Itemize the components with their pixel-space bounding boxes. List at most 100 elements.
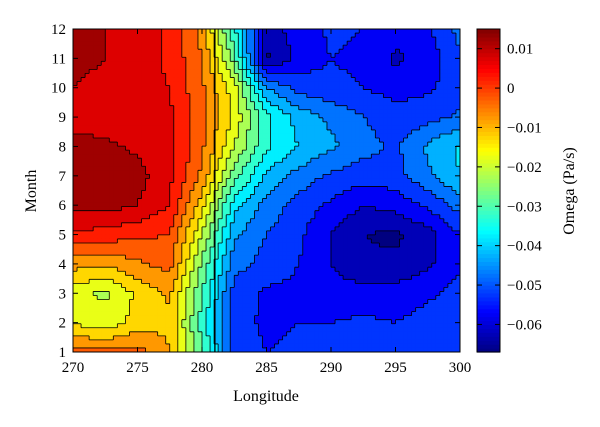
contour-cell (343, 113, 348, 119)
contour-cell (355, 61, 360, 66)
contour-cell (105, 226, 110, 232)
contour-cell (125, 77, 131, 83)
contour-cell (185, 194, 191, 200)
contour-cell (169, 97, 175, 103)
contour-cell (242, 45, 247, 50)
contour-cell (189, 174, 195, 179)
contour-cell (250, 182, 256, 188)
contour-cell (93, 33, 98, 38)
contour-cell (129, 133, 135, 139)
contour-cell (335, 73, 340, 79)
contour-cell (439, 41, 445, 46)
contour-cell (226, 29, 231, 34)
contour-cell (431, 97, 437, 103)
contour-cell (173, 53, 179, 58)
contour-cell (335, 142, 340, 147)
contour-cell (302, 69, 308, 75)
contour-cell (403, 117, 409, 123)
contour-cell (395, 93, 401, 99)
contour-cell (427, 230, 433, 236)
contour-cell (447, 117, 453, 123)
contour-cell (266, 174, 272, 179)
contour-cell (242, 93, 247, 99)
contour-cell (367, 166, 372, 171)
contour-cell (443, 178, 449, 184)
contour-cell (310, 117, 316, 123)
contour-cell (218, 178, 223, 184)
contour-cell (242, 37, 247, 42)
contour-cell (222, 222, 227, 228)
contour-cell (351, 133, 356, 139)
contour-cell (197, 230, 203, 236)
contour-cell (435, 113, 441, 119)
contour-cell (331, 125, 336, 131)
contour-cell (322, 142, 328, 147)
contour-cell (137, 65, 143, 70)
contour-cell (347, 117, 352, 123)
contour-cell (226, 65, 231, 70)
contour-cell (443, 109, 449, 115)
contour-cell (101, 125, 106, 131)
contour-cell (278, 210, 284, 216)
contour-cell (121, 186, 127, 192)
contour-cell (189, 105, 195, 111)
contour-cell (206, 113, 211, 119)
contour-cell (347, 222, 352, 228)
contour-cell (230, 117, 235, 123)
contour-cell (254, 138, 260, 143)
contour-cell (210, 41, 215, 46)
contour-cell (246, 105, 251, 111)
contour-cell (214, 105, 219, 111)
contour-cell (234, 53, 239, 58)
contour-cell (97, 29, 102, 34)
contour-cell (181, 93, 187, 99)
contour-cell (399, 202, 405, 208)
contour-cell (230, 33, 235, 38)
contour-cell (254, 37, 260, 42)
contour-cell (294, 73, 300, 79)
contour-cell (447, 206, 453, 212)
contour-cell (89, 73, 94, 79)
contour-cell (395, 146, 401, 151)
contour-cell (153, 69, 159, 75)
contour-cell (415, 174, 421, 179)
contour-cell (391, 202, 397, 208)
contour-cell (375, 198, 380, 204)
contour-cell (105, 142, 110, 147)
contour-cell (250, 97, 256, 103)
contour-cell (137, 97, 143, 103)
contour-cell (447, 33, 453, 38)
contour-cell (97, 69, 102, 75)
contour-cell (197, 154, 203, 159)
contour-cell (153, 158, 159, 163)
contour-cell (310, 97, 316, 103)
contour-cell (447, 37, 453, 42)
contour-cell (278, 49, 284, 54)
contour-cell (455, 138, 460, 143)
contour-cell (222, 202, 227, 208)
contour-cell (197, 85, 203, 91)
contour-cell (447, 174, 453, 179)
contour-cell (274, 105, 280, 111)
contour-cell (302, 45, 308, 50)
contour-cell (133, 214, 139, 220)
contour-cell (367, 57, 372, 62)
contour-cell (318, 129, 324, 135)
contour-cell (455, 142, 460, 147)
contour-cell (254, 113, 260, 119)
contour-cell (173, 218, 179, 224)
contour-cell (363, 174, 368, 179)
contour-cell (359, 117, 364, 123)
contour-cell (77, 142, 82, 147)
contour-cell (399, 57, 405, 62)
contour-cell (125, 138, 131, 143)
contour-cell (185, 61, 191, 66)
contour-cell (435, 190, 441, 196)
contour-cell (258, 41, 264, 46)
contour-cell (137, 206, 143, 212)
contour-cell (294, 178, 300, 184)
contour-cell (250, 158, 256, 163)
contour-cell (278, 138, 284, 143)
contour-cell (262, 162, 268, 167)
contour-cell (282, 89, 288, 95)
